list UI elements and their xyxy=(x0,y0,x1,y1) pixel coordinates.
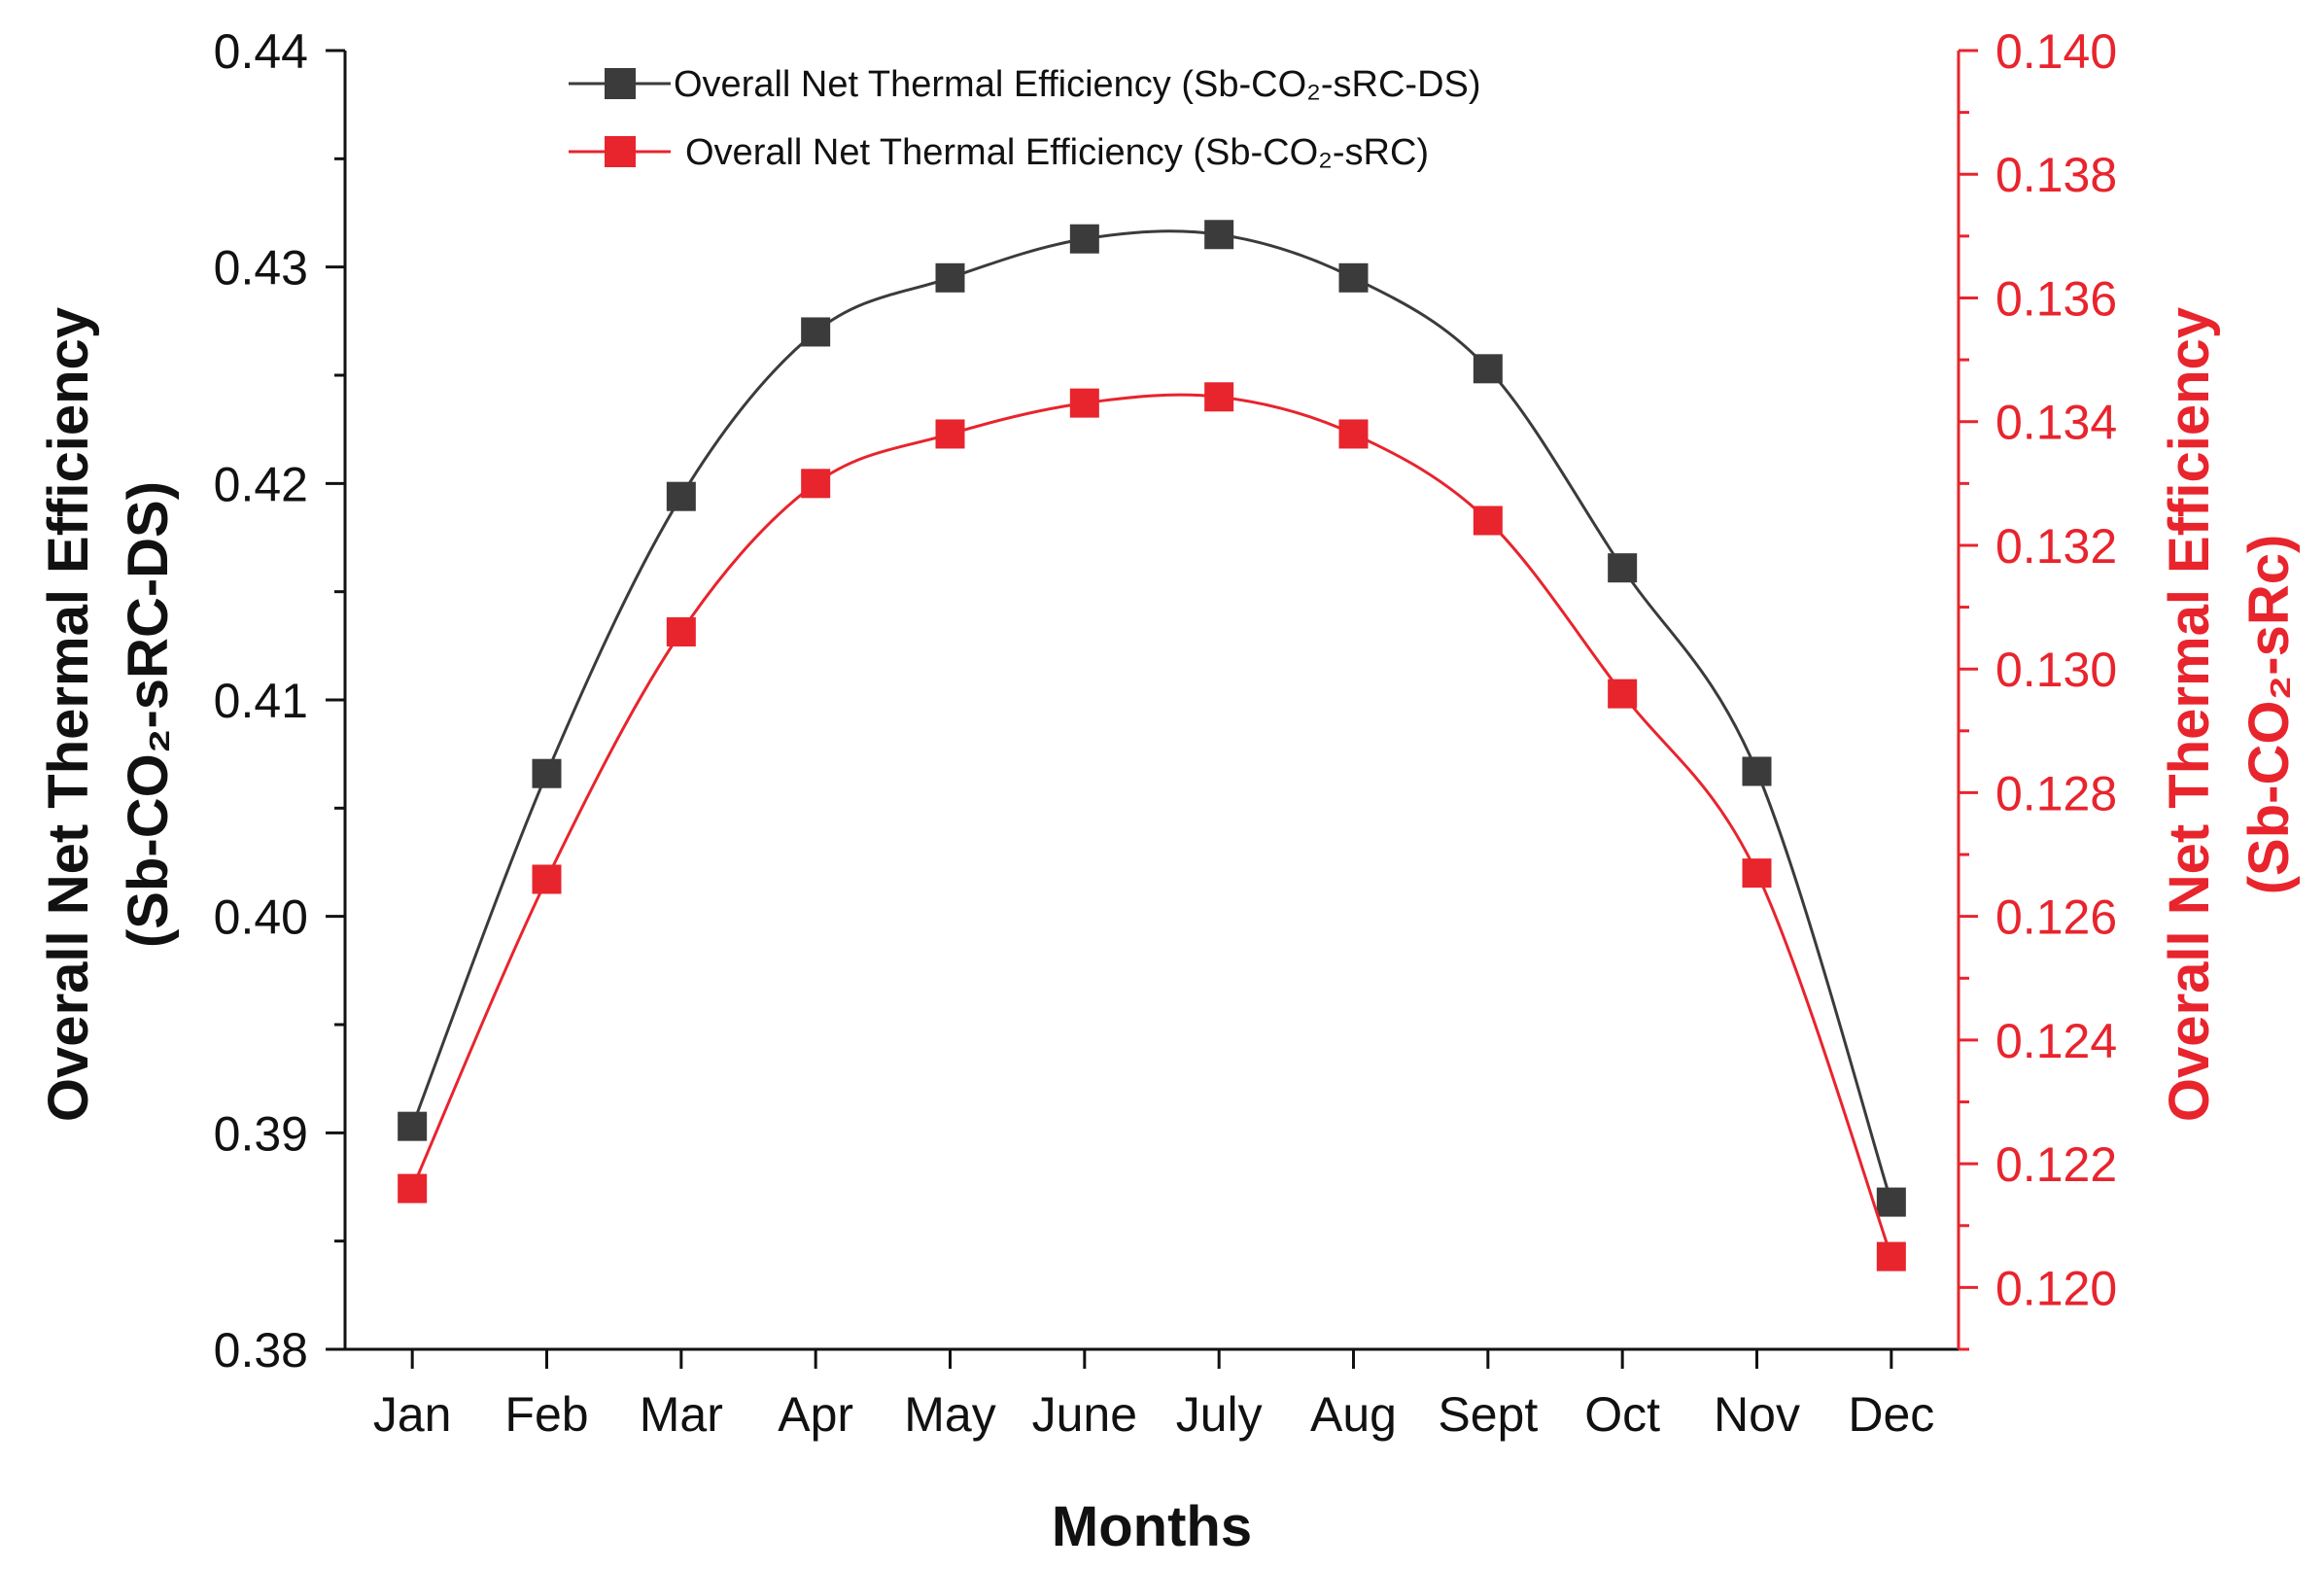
x-axis-title: Months xyxy=(1052,1495,1252,1558)
data-point-marker xyxy=(801,317,831,347)
left-axis-title-line1: Overall Net Thermal Efficiency xyxy=(37,307,100,1122)
x-tick-label: Apr xyxy=(778,1387,853,1442)
left-tick-label: 0.44 xyxy=(214,24,308,79)
right-tick-label: 0.126 xyxy=(1995,890,2117,945)
left-tick-label: 0.38 xyxy=(214,1323,308,1377)
right-tick-label: 0.122 xyxy=(1995,1137,2117,1192)
x-tick-label: Oct xyxy=(1584,1387,1660,1442)
legend: Overall Net Thermal Efficiency (Sb-CO₂-s… xyxy=(569,64,1481,173)
x-tick-label: May xyxy=(904,1387,995,1442)
series-line-1 xyxy=(410,393,1893,1258)
left-axis-title-group: Overall Net Thermal Efficiency (Sb-CO₂-s… xyxy=(37,307,180,1122)
data-point-marker xyxy=(1876,1187,1906,1217)
legend-entry-sb-co2-src-ds: Overall Net Thermal Efficiency (Sb-CO₂-s… xyxy=(569,64,1481,105)
right-axis-title-line2: (Sb-CO₂-sRc) xyxy=(2237,535,2301,895)
series-0 xyxy=(398,220,1906,1217)
left-y-axis: 0.38 0.39 0.40 0.41 0.42 0.43 0.44 xyxy=(214,24,345,1377)
left-axis-title-line2: (Sb-CO₂-sRC-DS) xyxy=(117,481,180,948)
data-point-marker xyxy=(801,469,831,499)
data-point-marker xyxy=(1608,679,1638,709)
x-tick-label: June xyxy=(1032,1387,1137,1442)
data-point-marker xyxy=(1473,506,1503,536)
data-point-marker xyxy=(1876,1241,1906,1272)
left-tick-label: 0.43 xyxy=(214,241,308,296)
left-tick-label: 0.39 xyxy=(214,1106,308,1161)
right-tick-label: 0.120 xyxy=(1995,1261,2117,1315)
data-point-marker xyxy=(1742,756,1772,786)
series-line-0 xyxy=(410,229,1893,1203)
left-tick-label: 0.40 xyxy=(214,890,308,945)
right-y-axis: 0.120 0.122 0.124 0.126 0.128 0.130 0.132 0.134… xyxy=(1959,24,2117,1351)
x-tick-label: Nov xyxy=(1714,1387,1800,1442)
right-tick-label: 0.140 xyxy=(1995,24,2117,79)
right-tick-label: 0.130 xyxy=(1995,643,2117,697)
data-point-marker xyxy=(1069,388,1099,418)
right-tick-label: 0.124 xyxy=(1995,1014,2117,1068)
data-point-marker xyxy=(532,758,562,788)
x-axis-title-group: Months xyxy=(1052,1495,1252,1558)
data-point-marker xyxy=(935,262,965,293)
x-tick-label: Jan xyxy=(373,1387,452,1442)
x-tick-label: Mar xyxy=(640,1387,723,1442)
data-point-marker xyxy=(666,481,696,511)
x-tick-label: July xyxy=(1176,1387,1263,1442)
data-point-marker xyxy=(1608,553,1638,583)
left-tick-label: 0.42 xyxy=(214,457,308,511)
x-tick-label: Dec xyxy=(1848,1387,1934,1442)
legend-label-sb-co2-src: Overall Net Thermal Efficiency (Sb-CO₂-s… xyxy=(685,132,1429,173)
data-point-marker xyxy=(1069,224,1099,254)
right-tick-label: 0.132 xyxy=(1995,519,2117,574)
right-tick-label: 0.136 xyxy=(1995,271,2117,326)
data-point-marker xyxy=(1204,220,1234,250)
right-axis-title-group: Overall Net Thermal Efficiency (Sb-CO₂-s… xyxy=(2158,307,2301,1122)
legend-label-sb-co2-src-ds: Overall Net Thermal Efficiency (Sb-CO₂-s… xyxy=(674,64,1481,105)
data-point-marker xyxy=(1473,354,1503,384)
x-tick-label: Feb xyxy=(504,1387,588,1442)
data-point-marker xyxy=(1742,858,1772,889)
series-layer xyxy=(398,220,1906,1272)
data-point-marker xyxy=(1338,262,1369,293)
right-tick-label: 0.128 xyxy=(1995,766,2117,820)
data-point-marker xyxy=(532,864,562,894)
series-1 xyxy=(398,382,1906,1272)
legend-entry-sb-co2-src: Overall Net Thermal Efficiency (Sb-CO₂-s… xyxy=(569,132,1429,173)
x-axis: Jan Feb Mar Apr May June July Aug Sept Oct Nov Dec xyxy=(373,1349,1934,1442)
right-tick-label: 0.138 xyxy=(1995,148,2117,202)
right-tick-label: 0.134 xyxy=(1995,396,2117,450)
data-point-marker xyxy=(1204,382,1234,412)
plot-frame xyxy=(343,51,1960,1351)
data-point-marker xyxy=(398,1111,428,1141)
data-point-marker xyxy=(1338,419,1369,449)
data-point-marker xyxy=(398,1173,428,1203)
data-point-marker xyxy=(935,419,965,449)
data-point-marker xyxy=(666,617,696,647)
x-tick-label: Sept xyxy=(1438,1387,1538,1442)
right-axis-title-line1: Overall Net Thermal Efficiency xyxy=(2158,307,2221,1122)
x-tick-label: Aug xyxy=(1310,1387,1397,1442)
left-tick-label: 0.41 xyxy=(214,674,308,728)
